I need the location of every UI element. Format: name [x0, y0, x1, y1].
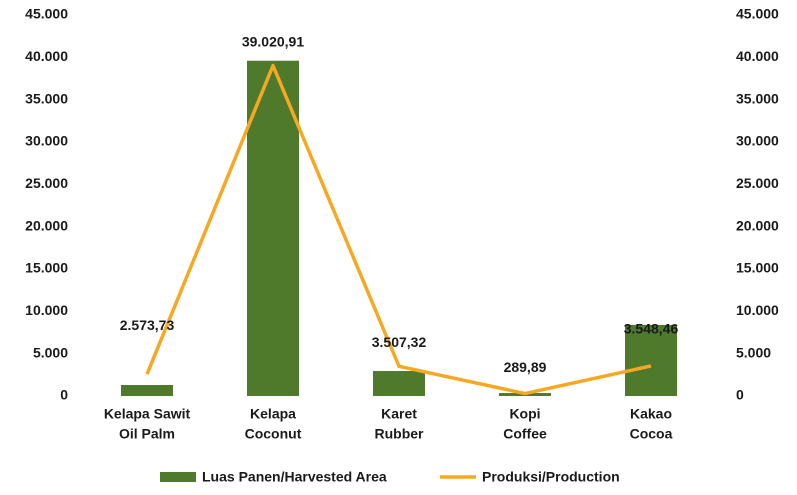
- tick-label: 20.000: [25, 217, 68, 233]
- data-label: 3.548,46: [624, 321, 679, 337]
- x-tick-label: Coffee: [503, 426, 547, 442]
- tick-label: 30.000: [25, 133, 68, 149]
- tick-label: 5.000: [33, 344, 68, 360]
- tick-label: 25.000: [25, 175, 68, 191]
- tick-label: 15.000: [25, 260, 68, 276]
- tick-label: 5.000: [736, 344, 771, 360]
- tick-label: 0: [736, 387, 744, 403]
- tick-label: 10.000: [25, 302, 68, 318]
- data-label: 2.573,73: [120, 317, 175, 333]
- tick-label: 40.000: [736, 48, 779, 64]
- x-tick-label: Kakao: [630, 406, 672, 422]
- tick-label: 25.000: [736, 175, 779, 191]
- tick-label: 35.000: [736, 90, 779, 106]
- bar: [247, 60, 299, 396]
- tick-label: 35.000: [25, 90, 68, 106]
- x-tick-label: Coconut: [245, 426, 302, 442]
- tick-label: 45.000: [736, 6, 779, 22]
- tick-label: 40.000: [25, 48, 68, 64]
- data-label: 289,89: [504, 359, 547, 375]
- bar: [625, 324, 677, 396]
- legend-label: Luas Panen/Harvested Area: [202, 469, 387, 485]
- tick-label: 0: [60, 387, 68, 403]
- x-tick-label: Kelapa: [250, 406, 296, 422]
- tick-label: 30.000: [736, 133, 779, 149]
- legend-label: Produksi/Production: [482, 469, 620, 485]
- tick-label: 20.000: [736, 217, 779, 233]
- x-tick-label: Oil Palm: [119, 426, 175, 442]
- data-label: 3.507,32: [372, 334, 427, 350]
- x-tick-label: Karet: [381, 406, 417, 422]
- tick-label: 15.000: [736, 260, 779, 276]
- x-tick-label: Cocoa: [630, 426, 673, 442]
- bar: [121, 384, 173, 396]
- x-tick-label: Rubber: [375, 426, 425, 442]
- data-label: 39.020,91: [242, 33, 304, 49]
- x-tick-label: Kelapa Sawit: [104, 406, 191, 422]
- line: [145, 63, 652, 396]
- legend-swatch: [160, 472, 196, 482]
- x-tick-label: Kopi: [509, 406, 540, 422]
- bar: [373, 371, 425, 396]
- tick-label: 45.000: [25, 6, 68, 22]
- tick-label: 10.000: [736, 302, 779, 318]
